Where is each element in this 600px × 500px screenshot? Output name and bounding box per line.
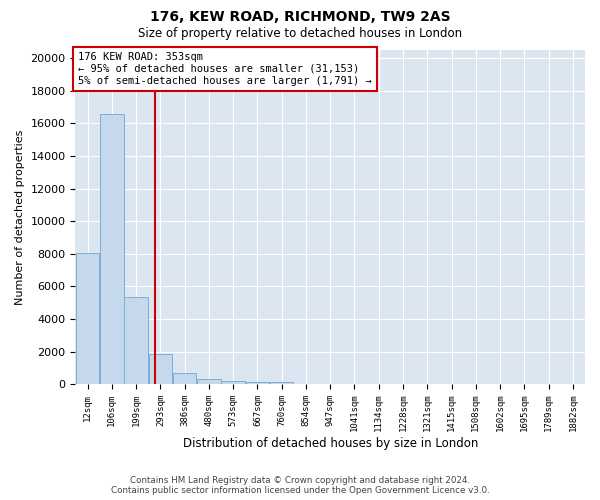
- Bar: [221, 381, 245, 384]
- X-axis label: Distribution of detached houses by size in London: Distribution of detached houses by size …: [182, 437, 478, 450]
- Bar: [149, 354, 172, 384]
- Bar: [76, 253, 100, 384]
- Text: 176, KEW ROAD, RICHMOND, TW9 2AS: 176, KEW ROAD, RICHMOND, TW9 2AS: [149, 10, 451, 24]
- Bar: [245, 382, 269, 384]
- Bar: [100, 114, 124, 384]
- Bar: [173, 373, 196, 384]
- Text: 176 KEW ROAD: 353sqm
← 95% of detached houses are smaller (31,153)
5% of semi-de: 176 KEW ROAD: 353sqm ← 95% of detached h…: [78, 52, 371, 86]
- Text: Contains HM Land Registry data © Crown copyright and database right 2024.
Contai: Contains HM Land Registry data © Crown c…: [110, 476, 490, 495]
- Y-axis label: Number of detached properties: Number of detached properties: [15, 130, 25, 304]
- Text: Size of property relative to detached houses in London: Size of property relative to detached ho…: [138, 28, 462, 40]
- Bar: [124, 297, 148, 384]
- Bar: [270, 382, 293, 384]
- Bar: [197, 378, 221, 384]
